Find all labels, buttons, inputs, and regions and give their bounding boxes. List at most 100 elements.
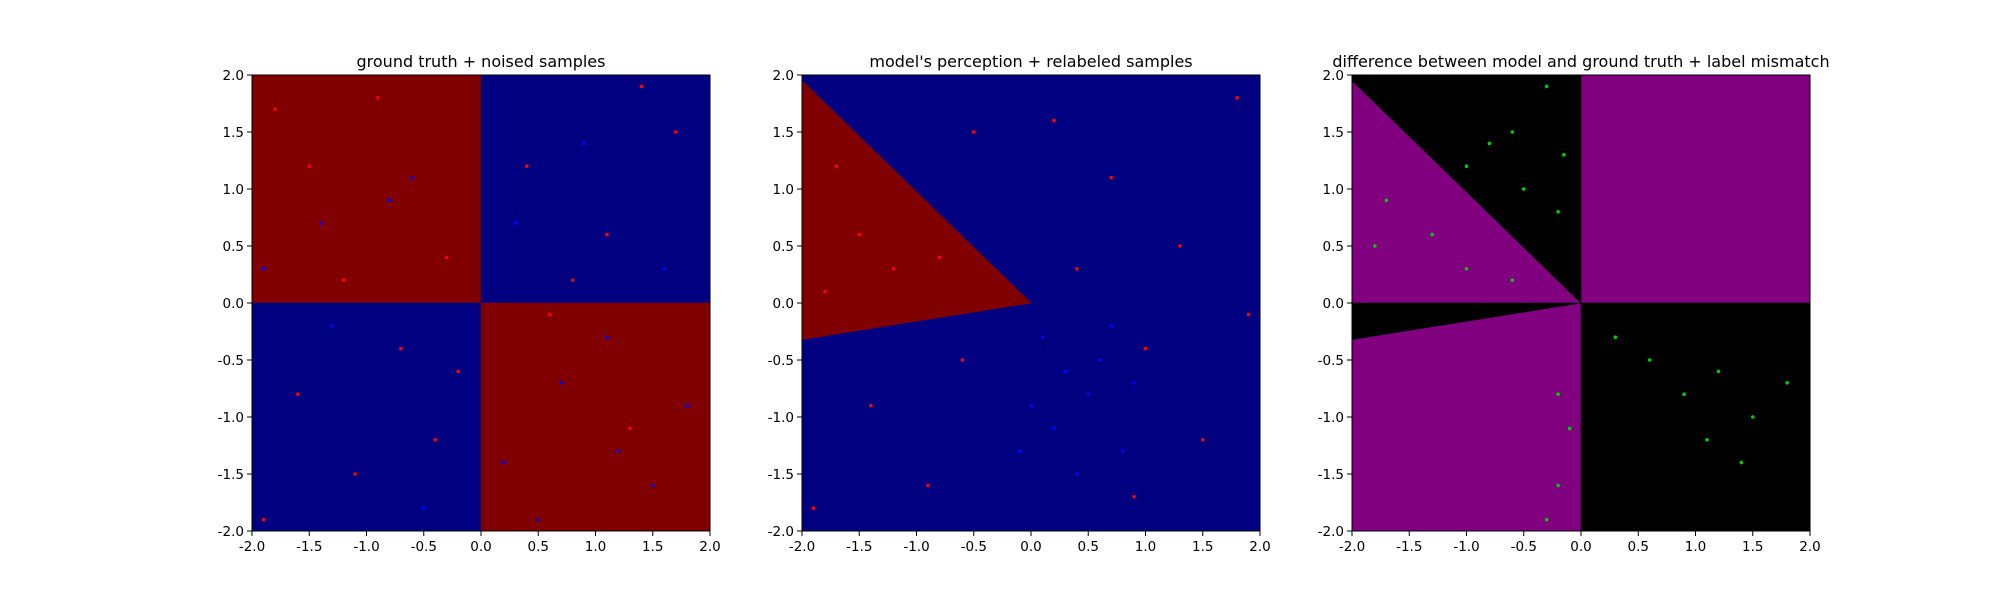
panel-1-point-s2-1 (318, 221, 323, 225)
panel-3-ytick-label-8: 1.5 (1323, 125, 1344, 141)
panel-1-regions (251, 74, 711, 532)
panel-1-region-2 (480, 74, 711, 304)
panel-1-axes: -2.0 -1.5 -1.0 -0.5 0.0 0.5 1.0 1.5 2.0 -2.0 -1.5 -… (218, 68, 721, 555)
panel-1-point-s1-16 (456, 369, 460, 374)
panel-3: difference between model and ground trut… (1318, 52, 1830, 555)
panel-1-ytick-label-3: -1.0 (218, 410, 244, 426)
panel-2: model's perception + relabeled samples -… (768, 52, 1271, 555)
panel-2-point-s1-6 (971, 130, 976, 134)
panel-3-point-s1-5 (1521, 187, 1526, 191)
panel-3-point-s1-13 (1613, 335, 1618, 340)
panel-3-point-s1-18 (1785, 381, 1789, 385)
panel-3-regions (1351, 74, 1811, 532)
panel-1-point-s2-12 (685, 403, 689, 408)
panel-1-point-s1-14 (433, 438, 438, 442)
panel-1-point-s1-5 (341, 278, 346, 283)
panel-1-point-s1-13 (353, 472, 357, 476)
panel-2-title: model's perception + relabeled samples (869, 52, 1192, 71)
panel-3-point-s1-24 (1544, 517, 1549, 522)
panel-2-ytick-label-1: -2.0 (768, 524, 794, 540)
panel-1-ytick-label-7: 1.0 (223, 182, 244, 198)
panel-1-ytick-label-2: -1.5 (218, 467, 244, 483)
panel-1-ytick-label-1: -2.0 (218, 524, 244, 540)
panel-2-point-s1-11 (1075, 267, 1079, 271)
panel-1-point-s2-13 (330, 324, 334, 328)
panel-3-xtick-label-6: 0.5 (1628, 539, 1649, 555)
panel-3-ytick-label-5: 0.0 (1323, 296, 1344, 312)
panel-2-point-s1-5 (937, 255, 942, 260)
panel-1-point-s1-9 (570, 278, 575, 283)
panel-2-xtick-label-5: 0.0 (1020, 539, 1041, 555)
panel-1-region-4 (480, 302, 711, 532)
panel-3-point-s1-7 (1562, 153, 1566, 157)
panel-3-xtick-label-8: 1.5 (1742, 539, 1763, 555)
panel-2-regions (801, 74, 1261, 532)
panel-1-point-s1-2 (307, 164, 312, 168)
panel-3-ytick-label-2: -1.5 (1318, 467, 1344, 483)
panel-1-point-s1-7 (605, 232, 609, 237)
panel-2-point-s1-14 (926, 483, 930, 488)
panel-3-xtick-label-7: 1.0 (1685, 539, 1706, 555)
panel-2-point-s1-12 (960, 358, 965, 362)
panel-2-xtick-label-2: -1.5 (846, 539, 872, 555)
panel-1-xtick-label-5: 0.0 (470, 539, 491, 555)
panel-3-ytick-label-3: -1.0 (1318, 410, 1344, 426)
panel-1-point-s1-18 (628, 426, 632, 431)
panel-1-point-s1-1 (273, 107, 277, 111)
panel-1-point-s2-5 (582, 141, 586, 146)
panel-1-point-s1-10 (639, 84, 644, 89)
panel-2-point-s1-4 (823, 289, 827, 294)
panel-2-point-s1-10 (1235, 96, 1239, 100)
panel-3-point-s1-19 (1739, 460, 1744, 465)
panel-2-ytick-label-9: 2.0 (773, 68, 794, 84)
panel-3-point-s1-21 (1556, 392, 1560, 397)
panel-2-point-s1-3 (891, 267, 896, 271)
panel-1-point-s2-16 (616, 449, 621, 454)
panel-2-point-s1-19 (811, 506, 816, 511)
panel-1-point-s1-3 (376, 96, 380, 100)
panel-1-point-s2-10 (502, 460, 506, 465)
panel-3-xtick-label-9: 2.0 (1799, 539, 1820, 555)
panel-1-point-s2-3 (261, 267, 266, 271)
panel-3-ytick-label-4: -0.5 (1318, 353, 1344, 369)
panel-2-axes: -2.0 -1.5 -1.0 -0.5 0.0 0.5 1.0 1.5 2.0 -2.0 -1.5 -… (768, 68, 1271, 555)
panel-3-point-s1-16 (1716, 369, 1721, 374)
panel-1-xtick-label-4: -0.5 (411, 539, 437, 555)
panel-3-xtick-label-4: -0.5 (1511, 539, 1537, 555)
panel-2-ytick-label-5: 0.0 (773, 296, 794, 312)
panel-1-point-s1-12 (399, 346, 403, 351)
panel-1-xtick-label-1: -2.0 (239, 539, 265, 555)
panel-1-ytick-label-6: 0.5 (223, 239, 244, 255)
panel-1-ytick-label-5: 0.0 (223, 296, 244, 312)
panel-1-ytick-label-4: -0.5 (218, 353, 244, 369)
panel-3-ytick-label-7: 1.0 (1323, 182, 1344, 198)
panel-2-point-s1-8 (1109, 175, 1113, 180)
panel-3-point-s1-11 (1510, 278, 1515, 283)
panel-2-point-s1-1 (834, 164, 839, 168)
panel-2-point-s1-17 (1246, 312, 1251, 317)
panel-3-ytick-label-1: -2.0 (1318, 524, 1344, 540)
panel-2-ytick-label-3: -1.0 (768, 410, 794, 426)
panel-3-title: difference between model and ground trut… (1332, 52, 1829, 71)
panel-3-point-s1-9 (1430, 232, 1434, 237)
panel-3-point-s1-2 (1510, 130, 1515, 134)
panel-2-ytick-label-6: 0.5 (773, 239, 794, 255)
panel-3-point-s1-4 (1556, 210, 1560, 214)
panel-3-xtick-label-5: 0.0 (1570, 539, 1591, 555)
panel-1-point-s2-7 (513, 221, 518, 225)
panel-1-point-s1-11 (296, 392, 300, 397)
panel-3-xtick-label-2: -1.5 (1396, 539, 1422, 555)
panel-3-xtick-label-1: -2.0 (1339, 539, 1365, 555)
panel-3-point-s1-22 (1567, 426, 1572, 431)
panel-3-ytick-label-6: 0.5 (1323, 239, 1344, 255)
panel-2-point-s2-7 (1075, 472, 1079, 476)
panel-2-point-s2-11 (1132, 381, 1136, 385)
panel-2-point-s2-4 (1052, 426, 1056, 431)
panel-2-xtick-label-7: 1.0 (1135, 539, 1156, 555)
panel-1-xtick-label-8: 1.5 (642, 539, 663, 555)
panel-1-region-3 (251, 302, 482, 532)
panel-1-point-s2-15 (536, 517, 541, 522)
panel-2-ytick-label-8: 1.5 (773, 125, 794, 141)
panel-3-point-s1-8 (1384, 198, 1389, 203)
